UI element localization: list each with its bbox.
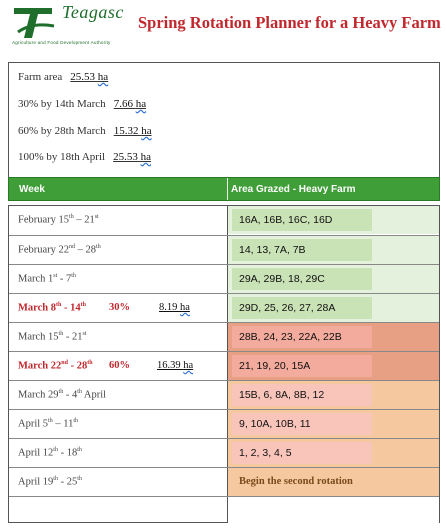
table-row: March 22nd - 28th 60% 16.39 ha 21, 19, 20, …	[9, 351, 439, 380]
logo-word: Teagasc	[62, 2, 124, 22]
table-row: March 15th - 21st 28B, 24, 23, 22A, 22B	[9, 322, 439, 351]
area-cell: 29D, 25, 26, 27, 28A	[228, 294, 439, 322]
paddocks-list: 16A, 16B, 16C, 16D	[239, 214, 333, 226]
summary-label: 30% by 14th March	[18, 98, 106, 110]
paddocks-list: 1, 2, 3, 4, 5	[239, 447, 292, 459]
column-header-area: Area Grazed - Heavy Farm	[231, 184, 356, 195]
target-percent: 30%	[109, 302, 130, 313]
summary-label: 60% by 28th March	[18, 125, 106, 137]
area-cell: 29A, 29B, 18, 29C	[228, 265, 439, 293]
paddocks-list: 15B, 6, 8A, 8B, 12	[239, 389, 325, 401]
summary-value: 25.53 ha	[113, 151, 151, 163]
summary-row: Farm area 25.53 ha	[18, 71, 108, 83]
summary-value: 25.53 ha	[70, 71, 109, 83]
summary-row: 60% by 28th March 15.32 ha	[18, 125, 152, 137]
target-percent: 60%	[109, 360, 130, 371]
table-row: April 12th - 18th 1, 2, 3, 4, 5	[9, 438, 439, 467]
paddocks-list: 29A, 29B, 18, 29C	[239, 273, 325, 285]
week-label: March 8th - 14th	[18, 302, 86, 314]
logo-mark-icon	[14, 8, 55, 38]
week-label: March 15th - 21st	[18, 331, 87, 343]
area-cell: 21, 19, 20, 15A	[228, 352, 439, 380]
summary-label: 100% by 18th April	[18, 151, 106, 163]
target-area: 16.39 ha	[157, 360, 194, 371]
week-label: April 12th - 18th	[18, 447, 82, 459]
table-row: February 15th – 21st 16A, 16B, 16C, 16D	[9, 206, 439, 235]
area-cell: 1, 2, 3, 4, 5	[228, 439, 439, 467]
paddocks-list: 9, 10A, 10B, 11	[239, 418, 311, 430]
table-row: April 19th - 25th Begin the second rotati…	[9, 467, 439, 496]
table-row: March 1st - 7th 29A, 29B, 18, 29C	[9, 264, 439, 293]
rotation-table: February 15th – 21st 16A, 16B, 16C, 16D Fe…	[8, 205, 440, 525]
header: Teagasc Agriculture and Food Development…	[0, 0, 447, 58]
table-row: April 5th – 11th 9, 10A, 10B, 11	[9, 409, 439, 438]
area-cell: Begin the second rotation	[228, 468, 439, 496]
summary-row: 30% by 14th March 7.66 ha	[18, 98, 146, 110]
area-cell: 9, 10A, 10B, 11	[228, 410, 439, 438]
area-cell: 16A, 16B, 16C, 16D	[228, 206, 439, 234]
summary-row: 100% by 18th April 25.53 ha	[18, 151, 151, 163]
table-row	[9, 496, 439, 525]
table-row: February 22nd – 28th 14, 13, 7A, 7B	[9, 235, 439, 264]
week-label: April 5th – 11th	[18, 418, 79, 430]
week-label: March 1st - 7th	[18, 273, 76, 285]
week-label: March 29th - 4th April	[18, 389, 107, 401]
paddocks-list: 28B, 24, 23, 22A, 22B	[239, 331, 342, 343]
summary-box: Farm area 25.53 ha 30% by 14th March 7.66 …	[8, 62, 440, 177]
summary-value: 15.32 ha	[113, 125, 152, 137]
week-label: March 22nd - 28th	[18, 360, 93, 372]
area-cell: 28B, 24, 23, 22A, 22B	[228, 323, 439, 351]
summary-value: 7.66 ha	[113, 98, 147, 110]
table-header: Week Area Grazed - Heavy Farm	[8, 177, 440, 201]
logo-tagline: Agriculture and Food Development Authori…	[12, 40, 111, 45]
paddocks-list: 21, 19, 20, 15A	[239, 360, 311, 372]
column-header-week: Week	[19, 184, 45, 195]
paddocks-list: Begin the second rotation	[239, 476, 353, 487]
teagasc-logo: Teagasc Agriculture and Food Development…	[12, 2, 132, 52]
area-cell: 15B, 6, 8A, 8B, 12	[228, 381, 439, 409]
table-row: March 29th - 4th April 15B, 6, 8A, 8B, 12	[9, 380, 439, 409]
week-label: February 22nd – 28th	[18, 244, 101, 256]
target-area: 8.19 ha	[159, 302, 190, 313]
paddocks-list: 29D, 25, 26, 27, 28A	[239, 302, 336, 314]
paddocks-list: 14, 13, 7A, 7B	[239, 244, 306, 256]
summary-label: Farm area	[18, 71, 63, 83]
area-cell: 14, 13, 7A, 7B	[228, 236, 439, 264]
week-label: April 19th - 25th	[18, 476, 82, 488]
page-title: Spring Rotation Planner for a Heavy Farm	[138, 13, 441, 32]
table-row: March 8th - 14th 30% 8.19 ha 29D, 25, 26, 2…	[9, 293, 439, 322]
week-label: February 15th – 21st	[18, 214, 99, 226]
area-cell	[228, 497, 439, 525]
